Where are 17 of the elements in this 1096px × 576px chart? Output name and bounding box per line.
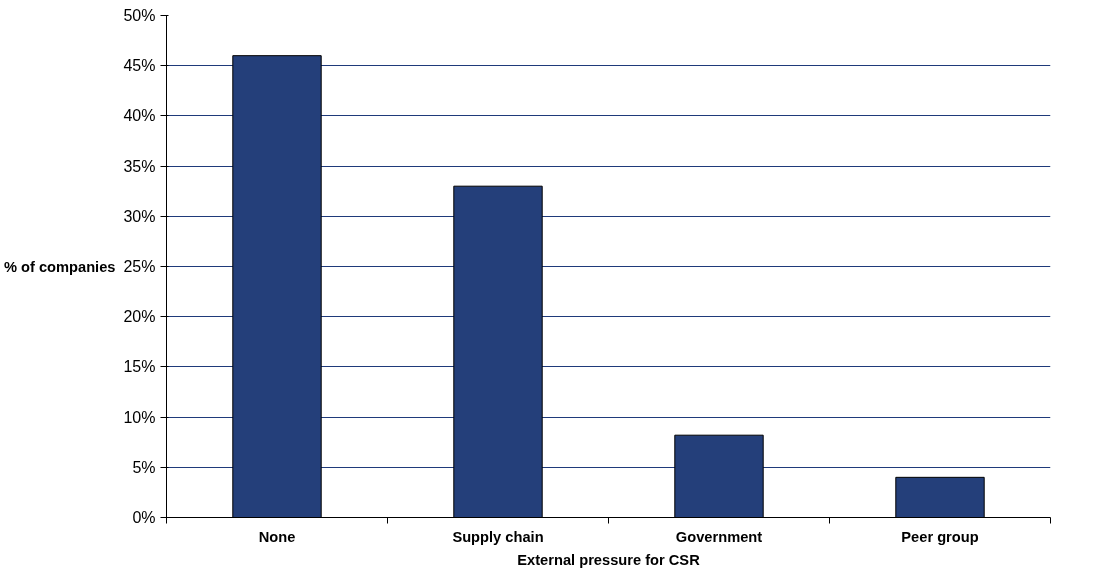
- x-tick-label: Government: [675, 528, 763, 545]
- y-tick-label: 35%: [123, 157, 156, 175]
- y-tick-label: 25%: [123, 258, 156, 275]
- x-tick-label: None: [258, 528, 296, 545]
- y-tick-label: 40%: [123, 107, 156, 125]
- y-tick-label: 50%: [123, 7, 156, 24]
- y-tick-label: 5%: [132, 458, 156, 476]
- y-tick-label: 10%: [123, 408, 156, 426]
- y-axis-title: % of companies: [3, 258, 116, 275]
- y-tick-label: 0%: [132, 509, 156, 526]
- x-tick-label: Peer group: [901, 528, 979, 545]
- y-tick-label: 15%: [123, 358, 156, 376]
- x-axis-title: External pressure for CSR: [517, 551, 701, 568]
- y-tick-label: 20%: [123, 308, 156, 326]
- x-tick-label: Supply chain: [452, 528, 544, 545]
- y-tick-label: 45%: [123, 57, 156, 75]
- y-tick-label: 30%: [123, 207, 156, 225]
